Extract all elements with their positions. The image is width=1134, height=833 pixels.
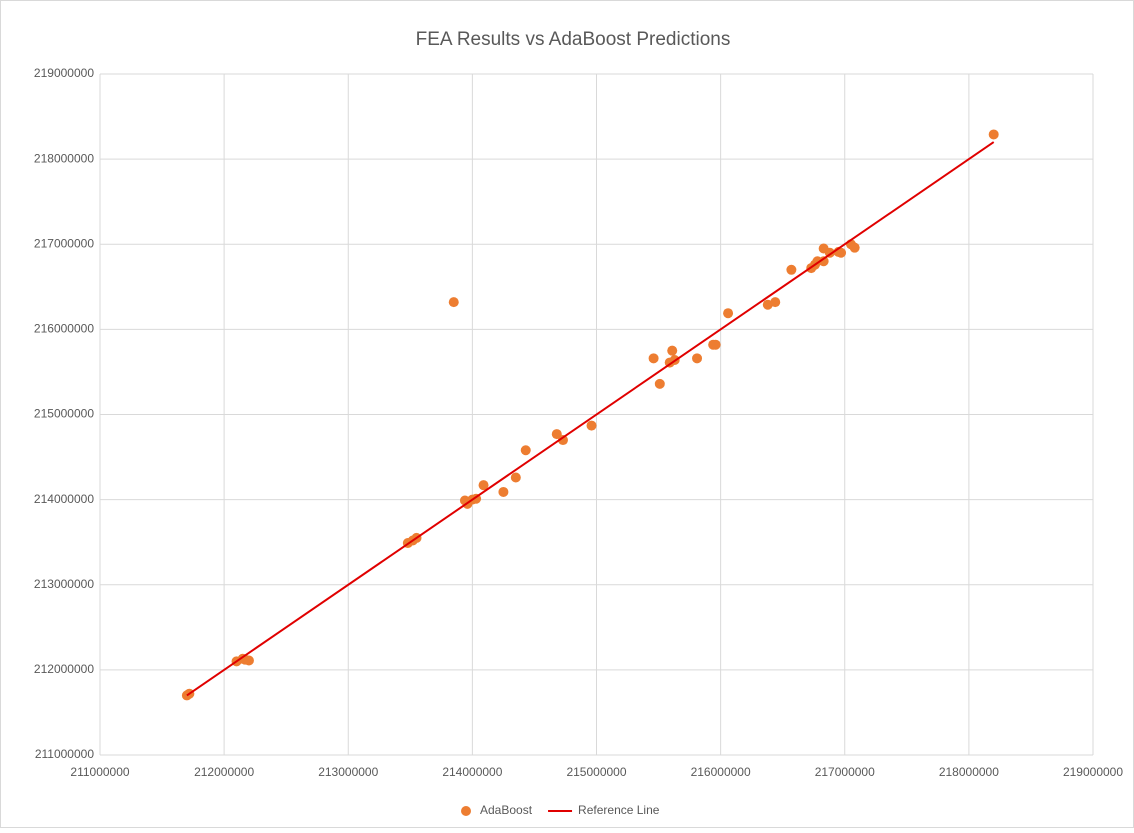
y-tick-label: 215000000 <box>34 407 94 421</box>
x-tick-label: 217000000 <box>815 765 875 779</box>
data-point <box>836 247 847 258</box>
data-point <box>648 353 659 364</box>
chart-title: FEA Results vs AdaBoost Predictions <box>416 29 731 50</box>
data-point <box>498 486 509 497</box>
x-tick-label: 215000000 <box>566 765 626 779</box>
legend-label: Reference Line <box>578 803 660 817</box>
y-tick-label: 213000000 <box>34 577 94 591</box>
y-tick-label: 212000000 <box>34 662 94 676</box>
x-tick-label: 213000000 <box>318 765 378 779</box>
x-tick-label: 219000000 <box>1063 765 1123 779</box>
data-point <box>849 242 860 253</box>
data-point <box>667 345 678 356</box>
y-tick-label: 211000000 <box>35 747 95 761</box>
x-tick-label: 218000000 <box>939 765 999 779</box>
data-point <box>478 480 489 491</box>
data-point <box>654 378 665 389</box>
data-point <box>770 297 781 308</box>
legend-swatch <box>461 806 471 816</box>
y-tick-label: 218000000 <box>34 151 94 165</box>
data-point <box>510 472 521 483</box>
y-tick-label: 214000000 <box>34 492 94 506</box>
x-tick-label: 214000000 <box>442 765 502 779</box>
y-tick-label: 217000000 <box>34 236 94 250</box>
data-point <box>723 308 734 319</box>
data-point <box>988 129 999 140</box>
data-point <box>557 435 568 446</box>
reference-line <box>186 141 995 697</box>
data-point <box>786 264 797 275</box>
x-tick-label: 216000000 <box>691 765 751 779</box>
data-point <box>448 297 459 308</box>
x-tick-label: 211000000 <box>70 765 130 779</box>
data-point <box>520 445 531 456</box>
y-tick-label: 219000000 <box>34 66 94 80</box>
data-point <box>586 420 597 431</box>
data-point <box>818 256 829 267</box>
x-tick-label: 212000000 <box>194 765 254 779</box>
y-tick-label: 216000000 <box>34 322 94 336</box>
legend-label: AdaBoost <box>480 803 533 817</box>
data-point <box>551 429 562 440</box>
data-point <box>692 353 703 364</box>
data-point <box>710 339 721 350</box>
